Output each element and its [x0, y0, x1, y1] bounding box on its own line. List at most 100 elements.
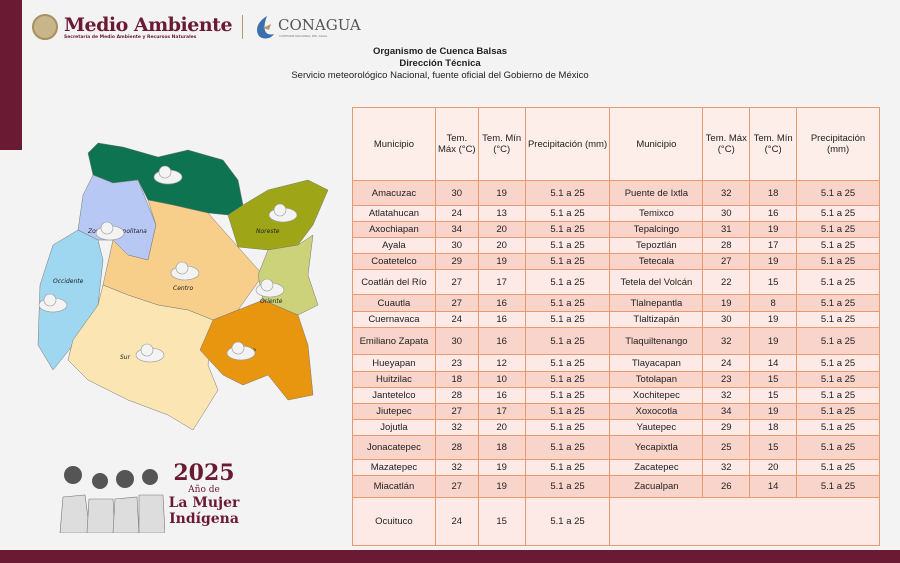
temp-max-cell: 32	[702, 459, 751, 476]
temp-max-cell: 28	[434, 387, 479, 404]
precipitation-cell: 5.1 a 25	[796, 475, 880, 498]
temp-min-cell: 16	[477, 387, 526, 404]
municipio-cell: Hueyapan	[352, 354, 436, 372]
rain-cloud-icon	[268, 203, 298, 223]
temp-min-cell: 10	[477, 371, 526, 388]
municipio-cell: Cuautla	[352, 294, 436, 312]
rain-cloud-icon	[255, 278, 285, 298]
precipitation-cell: 5.1 a 25	[796, 205, 880, 222]
temp-max-cell: 25	[702, 435, 751, 460]
municipio-cell: Jiutepec	[352, 403, 436, 420]
map-label-occidente: Occidente	[53, 278, 84, 285]
precipitation-cell: 5.1 a 25	[796, 311, 880, 328]
temp-max-cell: 30	[434, 180, 479, 206]
empty-cell	[609, 497, 880, 546]
precipitation-cell: 5.1 a 25	[524, 237, 611, 254]
temp-max-cell: 18	[434, 371, 479, 388]
report-heading: Organismo de Cuenca Balsas Dirección Téc…	[291, 46, 589, 81]
temp-max-cell: 24	[702, 354, 751, 372]
map-region-occidente	[37, 229, 104, 371]
precipitation-cell: 5.1 a 25	[524, 497, 611, 546]
temp-min-cell: 19	[749, 327, 798, 355]
temp-min-cell: 15	[749, 269, 798, 295]
temp-max-cell: 28	[702, 237, 751, 254]
municipio-cell: Xochitepec	[609, 387, 704, 404]
temp-min-cell: 20	[477, 419, 526, 436]
year-banner: 2025 Año de La Mujer Indígena	[168, 460, 240, 528]
municipio-cell: Temixco	[609, 205, 704, 222]
temp-max-cell: 30	[702, 205, 751, 222]
temp-max-cell: 30	[434, 327, 479, 355]
precipitation-cell: 5.1 a 25	[796, 435, 880, 460]
table-row: Hueyapan 23 12 5.1 a 25 Tlayacapan 24 14 5.1 a …	[352, 354, 880, 372]
table-row: Jiutepec 27 17 5.1 a 25 Xoxocotla 34 19 5.1 a 2…	[352, 403, 880, 420]
municipio-cell: Tepoztlán	[609, 237, 704, 254]
temp-min-cell: 15	[477, 497, 526, 546]
table-row: Mazatepec 32 19 5.1 a 25 Zacatepec 32 20 5.1 a …	[352, 459, 880, 476]
column-header: Precipitación (mm)	[524, 107, 611, 181]
temp-min-cell: 13	[477, 205, 526, 222]
precipitation-cell: 5.1 a 25	[524, 253, 611, 270]
temp-min-cell: 19	[749, 253, 798, 270]
municipio-cell: Amacuzac	[352, 180, 436, 206]
temp-min-cell: 19	[477, 253, 526, 270]
precipitation-cell: 5.1 a 25	[524, 294, 611, 312]
temp-max-cell: 27	[434, 403, 479, 420]
map-label-centro: Centro	[173, 285, 194, 292]
temp-max-cell: 23	[702, 371, 751, 388]
rain-cloud-icon	[135, 343, 165, 363]
temp-max-cell: 34	[434, 221, 479, 238]
municipio-cell: Puente de Ixtla	[609, 180, 704, 206]
municipio-cell: Huitzilac	[352, 371, 436, 388]
municipio-cell: Tlayacapan	[609, 354, 704, 372]
municipio-cell: Emiliano Zapata	[352, 327, 436, 355]
temp-max-cell: 32	[434, 459, 479, 476]
map-label-sur: Sur	[120, 354, 131, 361]
precipitation-cell: 5.1 a 25	[524, 354, 611, 372]
temp-min-cell: 19	[749, 403, 798, 420]
precipitation-cell: 5.1 a 25	[796, 403, 880, 420]
map-label-oriente: Oriente	[260, 298, 283, 305]
table-row: Emiliano Zapata 30 16 5.1 a 25 Tlaquiltenang…	[352, 327, 880, 355]
municipio-cell: Atlatahucan	[352, 205, 436, 222]
temp-min-cell: 20	[477, 237, 526, 254]
temp-max-cell: 30	[702, 311, 751, 328]
precipitation-cell: 5.1 a 25	[524, 221, 611, 238]
table-row: Cuernavaca 24 16 5.1 a 25 Tlaltizapán 30 19 5.1…	[352, 311, 880, 328]
conagua-logo: CONAGUA COMISIÓN NACIONAL DEL AGUA	[253, 14, 361, 40]
rain-cloud-icon	[38, 293, 68, 313]
table-row: Jonacatepec 28 18 5.1 a 25 Yecapixtla 25 15 5.1…	[352, 435, 880, 460]
temp-min-cell: 15	[749, 387, 798, 404]
municipio-cell: Coatlán del Río	[352, 269, 436, 295]
precipitation-cell: 5.1 a 25	[524, 419, 611, 436]
temp-min-cell: 14	[749, 354, 798, 372]
precipitation-cell: 5.1 a 25	[796, 237, 880, 254]
precipitation-cell: 5.1 a 25	[796, 459, 880, 476]
temp-max-cell: 28	[434, 435, 479, 460]
precipitation-cell: 5.1 a 25	[796, 371, 880, 388]
municipio-cell: Ocuituco	[352, 497, 436, 546]
footer-band	[0, 550, 900, 563]
municipio-cell: Tetela del Volcán	[609, 269, 704, 295]
municipio-cell: Mazatepec	[352, 459, 436, 476]
precipitation-cell: 5.1 a 25	[796, 294, 880, 312]
temp-max-cell: 27	[702, 253, 751, 270]
column-header: Tem. Mín (°C)	[749, 107, 798, 181]
temp-max-cell: 29	[434, 253, 479, 270]
table-row: Amacuzac 30 19 5.1 a 25 Puente de Ixtla 32 18 5…	[352, 180, 880, 206]
temp-min-cell: 16	[477, 294, 526, 312]
precipitation-cell: 5.1 a 25	[796, 221, 880, 238]
column-header: Precipitación (mm)	[796, 107, 880, 181]
morelos-region-map: Zona Metropolitana Noreste Occidente Cen…	[37, 142, 329, 431]
temp-min-cell: 16	[749, 205, 798, 222]
municipio-cell: Jojutla	[352, 419, 436, 436]
municipio-cell: Yecapixtla	[609, 435, 704, 460]
temp-min-cell: 19	[749, 311, 798, 328]
temp-max-cell: 29	[702, 419, 751, 436]
temp-min-cell: 19	[477, 459, 526, 476]
temp-max-cell: 22	[702, 269, 751, 295]
municipio-cell: Tlaquiltenango	[609, 327, 704, 355]
temp-min-cell: 18	[749, 180, 798, 206]
municipio-cell: Zacatepec	[609, 459, 704, 476]
municipio-cell: Cuernavaca	[352, 311, 436, 328]
